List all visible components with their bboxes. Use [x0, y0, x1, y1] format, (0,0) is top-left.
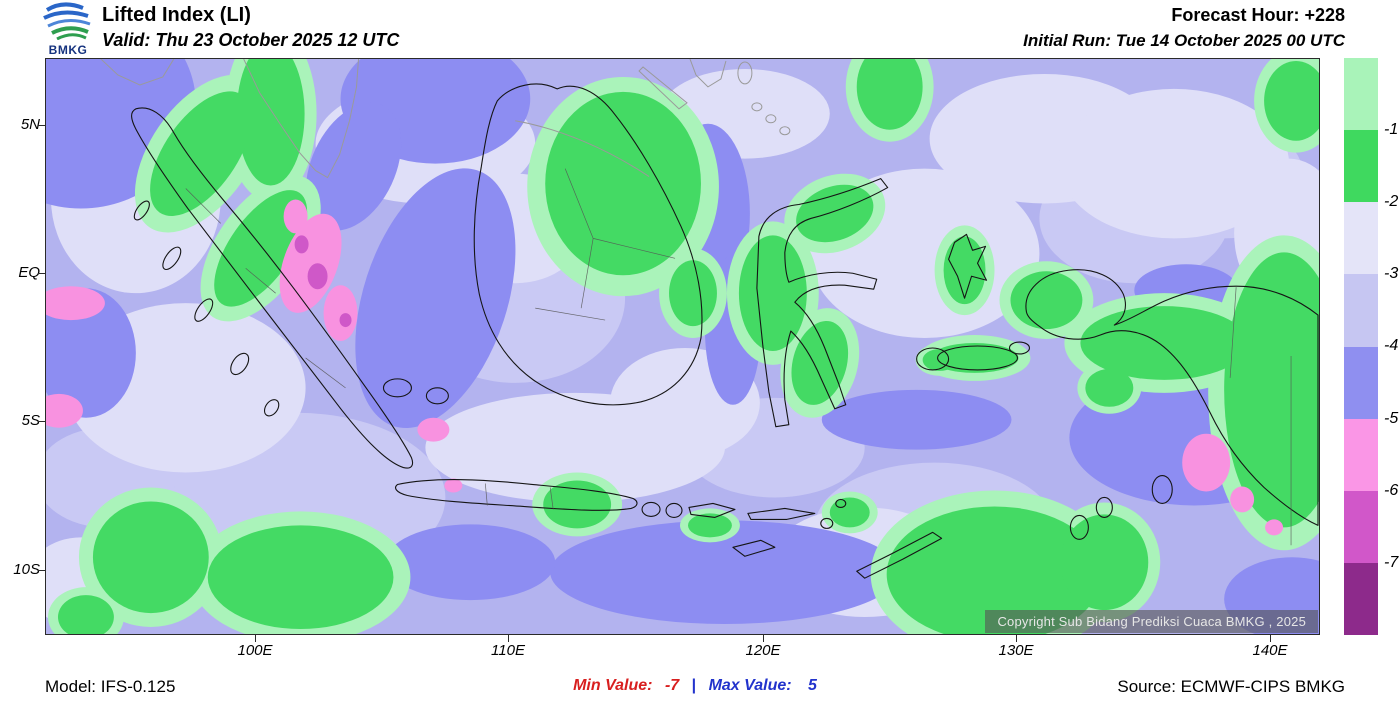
footer: Model: IFS-0.125 Min Value: -7 | Max Val… — [45, 674, 1345, 702]
page-title: Lifted Index (LI) — [102, 4, 251, 26]
field-pink — [46, 199, 1284, 536]
min-value: -7 — [664, 677, 680, 694]
axis-tick — [38, 421, 45, 422]
lon-label-130e: 130E — [998, 642, 1034, 659]
model-label: Model: IFS-0.125 — [45, 677, 176, 696]
legend-label: -2 — [1384, 193, 1399, 210]
legend-swatch — [1344, 562, 1378, 635]
source-label: Source: ECMWF-CIPS BMKG — [1117, 677, 1345, 696]
legend-swatch — [1344, 418, 1378, 491]
bmkg-logo-icon — [43, 2, 91, 41]
axis-tick — [1016, 635, 1017, 642]
map-plot: Copyright Sub Bidang Prediksi Cuaca BMKG… — [45, 58, 1320, 635]
legend-swatch — [1344, 346, 1378, 419]
axis-tick — [1270, 635, 1271, 642]
axis-tick — [508, 635, 509, 642]
copyright-overlay: Copyright Sub Bidang Prediksi Cuaca BMKG… — [985, 610, 1318, 633]
axis-tick — [255, 635, 256, 642]
legend-swatch — [1344, 58, 1378, 131]
min-value-label: Min Value: — [573, 677, 653, 694]
legend-label: -5 — [1384, 410, 1399, 427]
lon-label-110e: 110E — [491, 642, 525, 659]
lon-label-120e: 120E — [745, 642, 781, 659]
minmax-separator: | — [691, 677, 697, 694]
valid-datetime: Valid: Thu 23 October 2025 12 UTC — [102, 30, 400, 50]
map-field — [46, 59, 1319, 634]
legend-label: -7 — [1384, 554, 1399, 571]
lat-label-10s: 10S — [13, 561, 40, 578]
lon-label-100e: 100E — [237, 642, 273, 659]
admin-borders — [185, 168, 1292, 546]
forecast-hour: Forecast Hour: +228 — [1171, 5, 1345, 25]
lat-label-5s: 5S — [21, 412, 40, 429]
minmax-values: Min Value: -7 | Max Value: 5 — [573, 677, 817, 695]
foreign-coastlines — [100, 59, 791, 179]
initial-run: Initial Run: Tue 14 October 2025 00 UTC — [1023, 31, 1345, 50]
max-value: 5 — [808, 677, 817, 694]
max-value-label: Max Value: — [708, 677, 792, 694]
bmkg-logo: BMKG — [40, 2, 96, 57]
legend-colorbar — [1344, 58, 1378, 635]
legend-swatch — [1344, 202, 1378, 275]
legend: -1 -2 -3 -4 -5 -6 -7 — [1344, 58, 1400, 635]
coastlines — [131, 83, 1319, 579]
legend-label: -3 — [1384, 265, 1399, 282]
legend-label: -6 — [1384, 482, 1399, 499]
axis-tick — [38, 125, 45, 126]
axis-tick — [38, 570, 45, 571]
axis-tick — [38, 273, 45, 274]
legend-label: -1 — [1384, 121, 1399, 138]
axis-tick — [763, 635, 764, 642]
legend-swatch — [1344, 274, 1378, 347]
field-magenta — [294, 235, 352, 328]
bmkg-logo-text: BMKG — [48, 43, 88, 57]
lat-label-5n: 5N — [20, 116, 40, 133]
legend-label: -4 — [1384, 337, 1399, 354]
lat-label-eq: EQ — [18, 264, 40, 281]
legend-swatch — [1344, 130, 1378, 203]
legend-swatch — [1344, 490, 1378, 563]
lon-label-140e: 140E — [1252, 642, 1288, 659]
